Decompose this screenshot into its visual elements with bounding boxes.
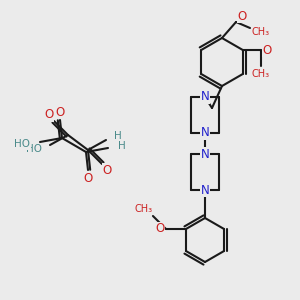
- Text: N: N: [201, 148, 209, 160]
- Text: N: N: [201, 91, 209, 103]
- Text: N: N: [201, 184, 209, 196]
- Text: H: H: [114, 131, 122, 141]
- Text: O: O: [56, 106, 64, 118]
- Text: O: O: [262, 44, 272, 56]
- Text: O: O: [155, 223, 165, 236]
- Text: O: O: [237, 10, 247, 22]
- Text: HO: HO: [26, 144, 42, 154]
- Text: O: O: [44, 109, 54, 122]
- Text: CH₃: CH₃: [252, 27, 270, 37]
- Text: O: O: [102, 164, 112, 176]
- Text: N: N: [201, 127, 209, 140]
- Bar: [20, 100, 130, 180]
- Text: H: H: [118, 141, 126, 151]
- Text: O: O: [83, 172, 93, 184]
- Text: HO: HO: [14, 139, 30, 149]
- Text: CH₃: CH₃: [252, 69, 270, 79]
- Text: CH₃: CH₃: [135, 204, 153, 214]
